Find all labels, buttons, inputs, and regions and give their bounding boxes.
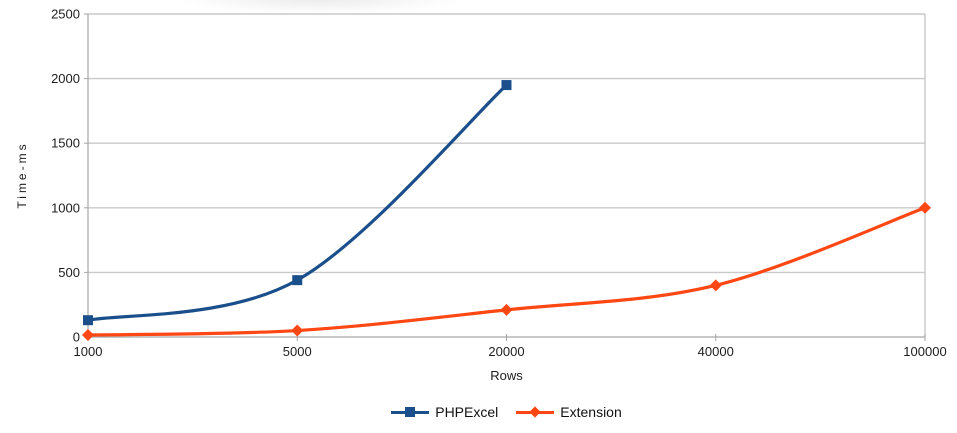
legend-item-phpexcel: PHPExcel (391, 404, 498, 420)
y-tick-label: 500 (58, 265, 80, 280)
data-point-square (501, 80, 512, 91)
data-point-diamond (291, 324, 304, 337)
data-point-square (292, 275, 303, 286)
x-tick-label: 1000 (74, 344, 103, 359)
data-point-diamond (709, 279, 722, 292)
data-point-diamond (919, 201, 931, 214)
data-point-diamond (82, 329, 94, 342)
x-axis-title: Rows (490, 368, 523, 383)
legend: PHPExcel Extension (88, 404, 925, 420)
y-tick-label: 0 (73, 330, 80, 345)
x-tick-label: 20000 (488, 344, 524, 359)
legend-label-extension: Extension (560, 404, 622, 420)
y-tick-label: 1000 (51, 200, 80, 215)
y-tick-label: 2000 (51, 71, 80, 86)
phpexcel-marker-icon (391, 405, 430, 419)
y-tick-label: 1500 (51, 136, 80, 151)
series-line-extension (86, 206, 927, 337)
x-tick-label: 5000 (283, 344, 312, 359)
y-axis-title: Time-ms (15, 141, 29, 209)
series-line-phpexcel (86, 83, 509, 322)
legend-item-extension: Extension (516, 404, 622, 420)
legend-label-phpexcel: PHPExcel (435, 404, 499, 420)
y-tick-label: 2500 (51, 7, 80, 22)
x-tick-label: 40000 (698, 344, 734, 359)
data-point-diamond (500, 303, 513, 316)
x-tick-label: 100000 (903, 344, 946, 359)
data-point-square (83, 315, 93, 326)
extension-marker-icon (516, 405, 555, 419)
